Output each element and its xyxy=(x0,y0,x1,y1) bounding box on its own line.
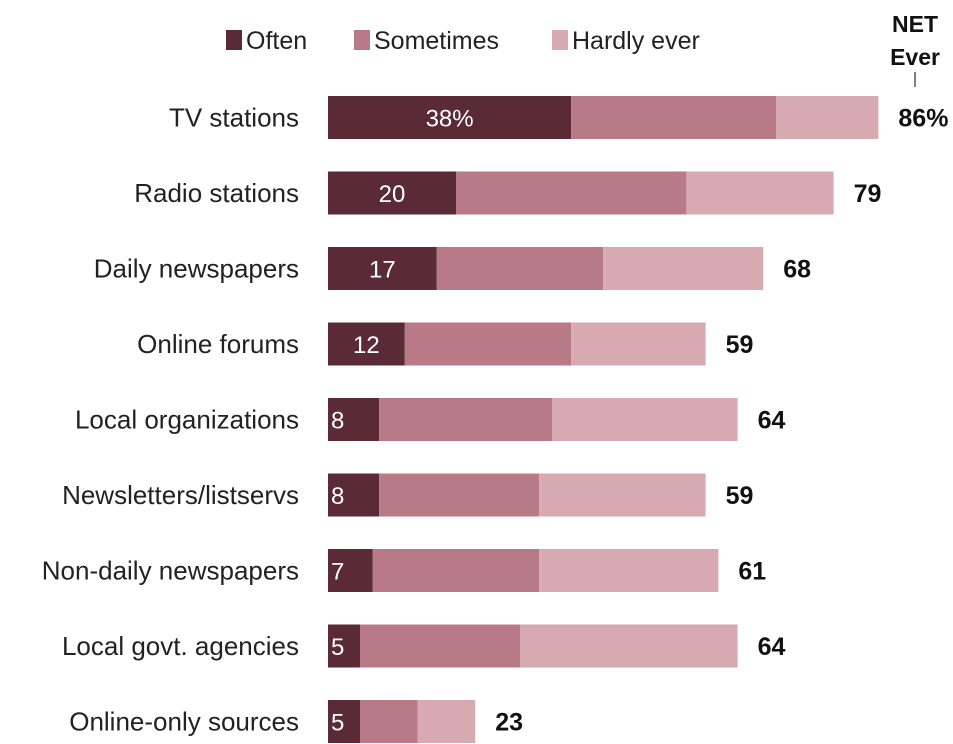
bar-local-organizations-hardly-ever xyxy=(552,398,738,441)
legend-label-often: Often xyxy=(246,27,307,55)
category-label-online-only-sources: Online-only sources xyxy=(69,707,299,737)
bar-local-organizations-often xyxy=(328,398,380,441)
bar-non-daily-newspapers-hardly-ever xyxy=(539,549,719,592)
bar-newsletters-listservs-sometimes xyxy=(379,473,540,517)
bar-label-often-non-daily-newspapers: 7 xyxy=(331,559,344,586)
category-label-daily-newspapers: Daily newspapers xyxy=(94,254,299,284)
bar-radio-stations-often xyxy=(328,171,456,215)
net-value-newsletters-listservs: 59 xyxy=(726,482,754,510)
legend-label-hardly-ever: Hardly ever xyxy=(572,27,700,55)
bar-non-daily-newspapers-sometimes xyxy=(372,549,540,592)
net-value-local-govt-agencies: 64 xyxy=(758,633,786,661)
bar-newsletters-listservs-often xyxy=(328,473,380,517)
bar-non-daily-newspapers-often xyxy=(328,549,373,592)
bar-daily-newspapers-sometimes xyxy=(436,247,604,290)
net-header-line2: Ever xyxy=(890,44,940,70)
bar-label-often-online-forums: 12 xyxy=(353,332,380,359)
bar-local-organizations-sometimes xyxy=(379,398,552,441)
net-header-line1: NET xyxy=(892,11,938,37)
legend-swatch-sometimes xyxy=(354,30,370,50)
bar-label-often-online-only-sources: 5 xyxy=(331,710,344,737)
net-value-tv-stations: 86% xyxy=(898,105,948,133)
bar-online-only-sources-hardly-ever xyxy=(417,700,476,743)
bar-newsletters-listservs-hardly-ever xyxy=(539,473,706,517)
legend-swatch-often xyxy=(226,30,242,50)
bar-online-forums-sometimes xyxy=(404,322,572,366)
bar-online-only-sources-often xyxy=(328,700,360,743)
bar-label-often-daily-newspapers: 17 xyxy=(369,257,396,284)
legend-label-sometimes: Sometimes xyxy=(374,27,499,55)
bar-daily-newspapers-hardly-ever xyxy=(603,247,764,290)
bar-label-often-local-govt-agencies: 5 xyxy=(331,634,344,661)
category-label-local-organizations: Local organizations xyxy=(75,405,299,435)
category-label-non-daily-newspapers: Non-daily newspapers xyxy=(42,556,299,586)
legend-swatch-hardly-ever xyxy=(552,30,568,50)
bar-tv-stations-hardly-ever xyxy=(776,96,879,139)
bar-local-govt-agencies-sometimes xyxy=(360,624,520,668)
net-value-radio-stations: 79 xyxy=(854,180,882,208)
bar-label-often-radio-stations: 20 xyxy=(379,181,406,208)
category-label-local-govt-agencies: Local govt. agencies xyxy=(62,631,299,661)
bar-online-forums-hardly-ever xyxy=(571,322,706,366)
bar-tv-stations-sometimes xyxy=(571,96,776,139)
category-label-newsletters-listservs: Newsletters/listservs xyxy=(62,480,299,510)
bar-online-only-sources-sometimes xyxy=(360,700,418,743)
net-value-daily-newspapers: 68 xyxy=(783,256,811,284)
net-value-local-organizations: 64 xyxy=(758,407,786,435)
net-value-non-daily-newspapers: 61 xyxy=(738,558,766,586)
bar-label-often-tv-stations: 38% xyxy=(426,106,474,133)
net-value-online-only-sources: 23 xyxy=(495,709,523,737)
category-label-tv-stations: TV stations xyxy=(169,103,299,133)
bar-online-forums-often xyxy=(328,322,405,366)
bar-local-govt-agencies-hardly-ever xyxy=(520,624,738,668)
net-value-online-forums: 59 xyxy=(726,331,754,359)
bar-local-govt-agencies-often xyxy=(328,624,360,668)
bar-label-often-local-organizations: 8 xyxy=(331,408,344,435)
bar-radio-stations-sometimes xyxy=(456,171,687,215)
category-label-online-forums: Online forums xyxy=(137,329,299,359)
category-label-radio-stations: Radio stations xyxy=(134,178,299,208)
bar-daily-newspapers-often xyxy=(328,247,437,290)
bar-radio-stations-hardly-ever xyxy=(686,171,834,215)
bar-tv-stations-often xyxy=(328,96,572,139)
bar-label-often-newsletters-listservs: 8 xyxy=(331,483,344,510)
